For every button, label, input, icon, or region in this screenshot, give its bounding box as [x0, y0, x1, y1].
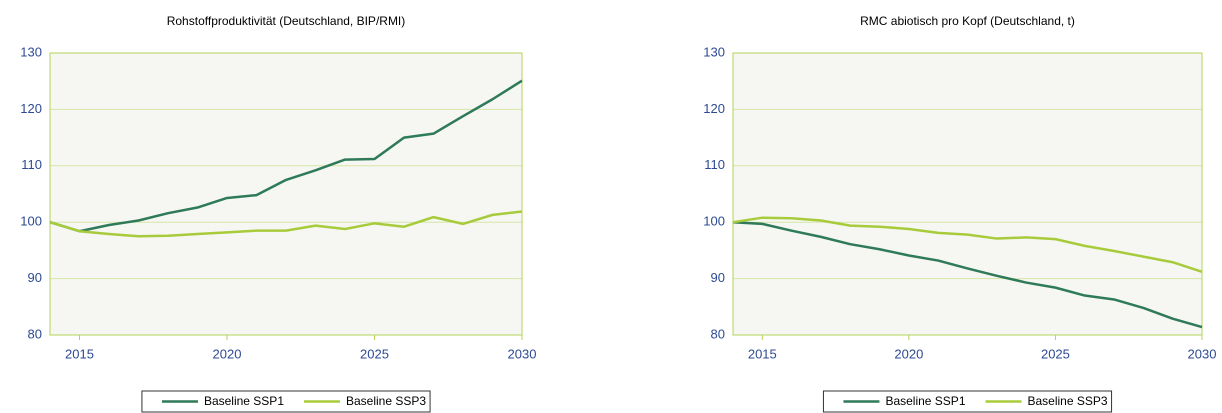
legend-label: Baseline SSP3 [1028, 394, 1108, 408]
legend-box [822, 390, 1113, 413]
legend-box [141, 390, 431, 413]
y-tick-label: 130 [20, 44, 42, 59]
legend-label: Baseline SSP3 [346, 394, 426, 408]
x-tick-label: 2030 [1188, 346, 1217, 361]
data-line [49, 210, 523, 238]
plot-border [49, 52, 523, 336]
y-tick-label: 110 [21, 157, 42, 172]
y-tick-label: 80 [711, 326, 725, 341]
plot-area [733, 53, 1202, 335]
y-tick-label: 100 [703, 214, 725, 229]
x-tick-label: 2030 [508, 346, 537, 361]
legend-label: Baseline SSP1 [204, 394, 284, 408]
x-tick-label: 2020 [894, 346, 923, 361]
x-tick-label: 2025 [1041, 346, 1070, 361]
y-tick-label: 130 [703, 44, 725, 59]
x-tick-label: 2020 [213, 346, 242, 361]
x-tick-label: 2025 [360, 346, 389, 361]
y-tick-label: 110 [704, 157, 725, 172]
data-line [49, 79, 523, 233]
plot-area [50, 53, 522, 335]
chart-title: Rohstoffproduktivität (Deutschland, BIP/… [167, 14, 406, 28]
y-tick-label: 90 [711, 270, 725, 285]
plot-border [732, 52, 1203, 336]
chart-title: RMC abiotisch pro Kopf (Deutschland, t) [860, 14, 1075, 28]
y-tick-label: 120 [703, 101, 725, 116]
legend-label: Baseline SSP1 [885, 394, 965, 408]
x-tick-label: 2015 [748, 346, 777, 361]
y-tick-label: 80 [28, 326, 42, 341]
y-tick-label: 90 [28, 270, 42, 285]
y-tick-label: 100 [20, 214, 42, 229]
y-tick-label: 120 [20, 101, 42, 116]
data-line [732, 216, 1203, 274]
x-tick-label: 2015 [65, 346, 94, 361]
data-line [732, 220, 1203, 329]
